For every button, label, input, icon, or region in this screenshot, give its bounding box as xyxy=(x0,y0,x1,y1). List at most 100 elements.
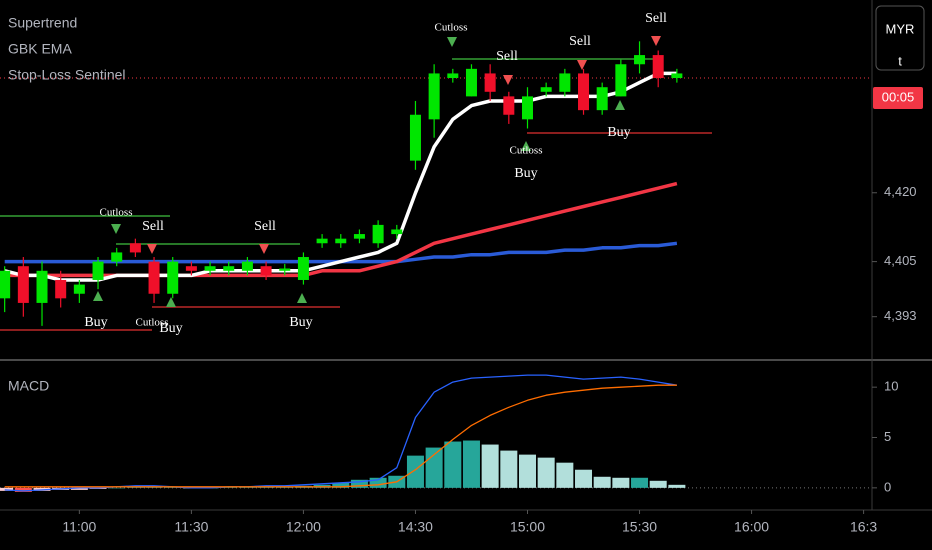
candle-body xyxy=(652,55,664,79)
candle-body xyxy=(578,73,590,111)
legend-entry: GBK EMA xyxy=(8,41,72,57)
candle-body xyxy=(297,257,309,280)
candle-body xyxy=(0,270,11,299)
signal-marker xyxy=(93,291,103,301)
candle-body xyxy=(92,261,104,280)
currency-box[interactable] xyxy=(875,5,925,71)
line xyxy=(4,384,677,488)
histogram-bar xyxy=(556,462,574,488)
legend-entry: Supertrend xyxy=(8,15,77,31)
signal-label: Cutloss xyxy=(99,207,132,219)
y-tick-label: 0 xyxy=(884,479,891,494)
histogram-bar xyxy=(108,487,126,489)
signal-label: Sell xyxy=(254,219,276,234)
x-tick-label: 15:30 xyxy=(622,519,657,535)
candle-body xyxy=(559,73,571,92)
signal-marker xyxy=(166,297,176,307)
signal-marker xyxy=(503,75,513,85)
signal-label: Sell xyxy=(569,34,591,49)
candle-body xyxy=(484,73,496,92)
histogram-bar xyxy=(369,477,387,488)
candle-body xyxy=(540,87,552,92)
signal-marker xyxy=(577,60,587,70)
x-tick-label: 11:30 xyxy=(174,519,208,535)
candle-body xyxy=(36,270,48,303)
signal-label: Buy xyxy=(289,315,312,330)
signal-label: Cutloss xyxy=(509,145,542,157)
signal-label: Sell xyxy=(496,49,518,64)
histogram-bar xyxy=(575,469,593,488)
candle-body xyxy=(73,284,85,294)
y-tick-label: 5 xyxy=(884,429,891,444)
candle-body xyxy=(465,68,477,97)
candle-body xyxy=(17,266,29,303)
signal-marker xyxy=(111,224,121,234)
candle-body xyxy=(111,252,123,262)
candle-body xyxy=(353,234,365,239)
candle-body xyxy=(241,261,253,271)
x-tick-label: 12:00 xyxy=(286,519,321,535)
x-tick-label: 15:00 xyxy=(510,519,545,535)
y-tick-label: 10 xyxy=(884,379,898,394)
histogram-bar xyxy=(462,440,480,488)
candle-body xyxy=(671,73,683,79)
candle-body xyxy=(279,268,291,271)
x-tick-label: 14:30 xyxy=(398,519,433,535)
histogram-bar xyxy=(406,455,424,488)
histogram-bar xyxy=(500,450,518,488)
histogram-bar xyxy=(444,441,462,488)
candle-body xyxy=(260,266,272,276)
candle-body xyxy=(335,238,347,244)
histogram-bar xyxy=(350,479,368,488)
legend-entry: Stop-Loss Sentinel xyxy=(8,67,126,83)
signal-marker xyxy=(259,244,269,254)
countdown: 00:05 xyxy=(882,89,915,104)
candle-body xyxy=(428,73,440,120)
signal-marker xyxy=(297,293,307,303)
candle-body xyxy=(129,243,141,253)
signal-marker xyxy=(615,100,625,110)
candle-body xyxy=(223,266,235,271)
countdown-box xyxy=(873,87,923,109)
signal-marker xyxy=(651,36,661,46)
signal-label: Buy xyxy=(84,315,107,330)
histogram-bar xyxy=(70,487,88,490)
histogram-bar xyxy=(612,477,630,488)
histogram-bar xyxy=(518,454,536,488)
y-tick-label: 4,393 xyxy=(884,308,917,323)
histogram-bar xyxy=(425,447,443,488)
histogram-bar xyxy=(481,444,499,488)
pane-title: MACD xyxy=(8,378,49,394)
signal-label: Buy xyxy=(607,125,630,140)
y-tick-label: 4,405 xyxy=(884,253,917,268)
candle-body xyxy=(148,261,160,294)
signal-label: Buy xyxy=(514,166,537,181)
histogram-bar xyxy=(332,482,350,488)
y-tick-label: 4,420 xyxy=(884,184,917,199)
signal-marker xyxy=(147,244,157,254)
x-tick-label: 16:3 xyxy=(850,519,877,535)
signal-label: Sell xyxy=(645,11,667,26)
candle-body xyxy=(391,229,403,235)
currency-unit: t xyxy=(898,53,902,68)
histogram-bar xyxy=(631,477,649,488)
candle-body xyxy=(596,87,608,111)
candle-body xyxy=(503,96,515,115)
candle-body xyxy=(447,73,459,79)
histogram-bar xyxy=(14,487,32,492)
candle-body xyxy=(185,266,197,271)
signal-label: Cutloss xyxy=(135,317,168,329)
candle-body xyxy=(615,64,627,97)
signal-label: Buy xyxy=(159,321,182,336)
signal-label: Sell xyxy=(142,219,164,234)
candle-body xyxy=(409,114,421,161)
currency: MYR xyxy=(886,21,915,36)
candle-body xyxy=(204,266,216,271)
histogram-bar xyxy=(537,457,555,488)
candle-body xyxy=(372,224,384,244)
candle-body xyxy=(316,238,328,244)
histogram-bar xyxy=(649,480,667,488)
x-tick-label: 16:00 xyxy=(734,519,769,535)
